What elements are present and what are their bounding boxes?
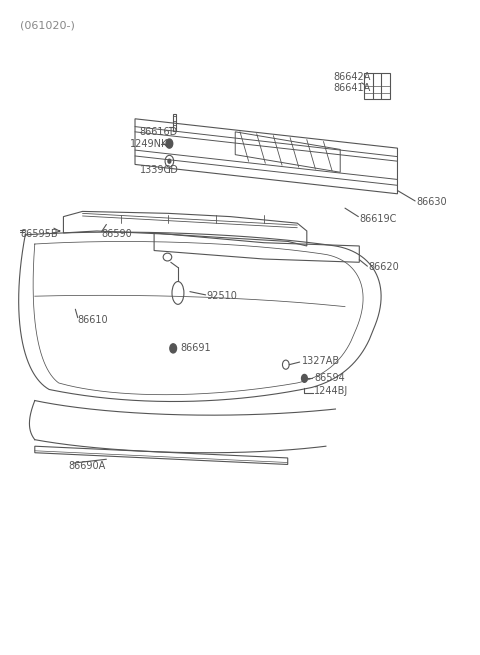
Text: 86616D: 86616D [140,127,178,137]
Circle shape [168,159,171,163]
Text: 86590: 86590 [102,229,132,239]
Text: (061020-): (061020-) [21,21,75,31]
Circle shape [170,344,177,353]
Text: 86691: 86691 [180,343,211,353]
Text: 1244BJ: 1244BJ [314,386,348,396]
Text: 92510: 92510 [206,291,238,301]
Text: 86641A: 86641A [333,83,370,93]
Text: 86610: 86610 [78,314,108,325]
Text: 86630: 86630 [417,197,447,207]
Text: 1339CD: 1339CD [140,164,179,175]
Text: 86619C: 86619C [360,214,396,223]
Circle shape [301,375,307,383]
Text: 1327AB: 1327AB [302,356,340,366]
Circle shape [166,139,173,148]
Text: 86642A: 86642A [333,71,371,82]
Text: 86690A: 86690A [68,461,106,472]
Text: 1249NK: 1249NK [130,139,168,149]
Text: 86595B: 86595B [21,229,58,239]
Text: 86594: 86594 [314,373,345,383]
Text: 86620: 86620 [369,263,399,272]
